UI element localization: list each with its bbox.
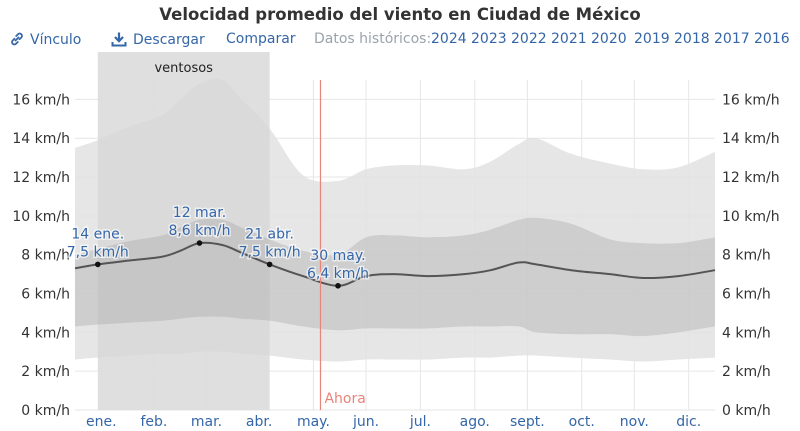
y-tick-label-right: 4 km/h xyxy=(722,325,771,341)
band-p25-p75 xyxy=(75,217,715,337)
annotation-value-label: 8,6 km/h xyxy=(168,223,230,239)
year-link-2017[interactable]: 2017 xyxy=(714,31,750,47)
compare-button[interactable]: Comparar xyxy=(226,31,296,47)
y-tick-label-left: 14 km/h xyxy=(12,131,70,147)
x-tick-label: jun. xyxy=(352,414,379,430)
windy-season-label: ventosos xyxy=(154,61,213,76)
x-tick-label: jul. xyxy=(409,414,431,430)
x-tick-label: feb. xyxy=(140,414,167,430)
toolbar: Vínculo Descargar Comparar Datos históri… xyxy=(0,31,800,53)
link-button[interactable]: Vínculo xyxy=(10,31,81,48)
y-tick-label-right: 14 km/h xyxy=(722,131,780,147)
annotation-date-label: 21 abr. xyxy=(245,226,294,242)
y-tick-label-left: 10 km/h xyxy=(12,209,70,225)
median-line xyxy=(74,241,716,287)
annotation-point xyxy=(94,261,101,268)
y-tick-label-right: 2 km/h xyxy=(722,364,771,380)
annotation-point xyxy=(335,282,341,289)
link-label: Vínculo xyxy=(30,32,82,48)
y-tick-label-left: 6 km/h xyxy=(21,287,70,303)
x-tick-label: ago. xyxy=(460,414,490,430)
y-tick-label-left: 8 km/h xyxy=(21,248,70,264)
year-link-2023[interactable]: 2023 xyxy=(471,31,507,47)
year-link-2018[interactable]: 2018 xyxy=(674,31,710,47)
year-link-2016[interactable]: 2016 xyxy=(754,31,790,47)
y-tick-label-right: 8 km/h xyxy=(722,248,771,264)
historical-label: Datos históricos: xyxy=(314,31,432,47)
download-label: Descargar xyxy=(133,32,205,48)
year-link-2019[interactable]: 2019 xyxy=(634,31,670,47)
x-tick-label: dic. xyxy=(676,414,701,430)
chart-title: Velocidad promedio del viento en Ciudad … xyxy=(159,5,641,24)
y-tick-label-right: 6 km/h xyxy=(722,287,771,303)
y-tick-label-right: 12 km/h xyxy=(722,170,780,186)
download-icon xyxy=(111,32,127,47)
year-link-2024[interactable]: 2024 xyxy=(431,31,467,47)
x-tick-label: abr. xyxy=(246,414,272,430)
band-p10-p25 xyxy=(75,316,715,362)
x-tick-label: oct. xyxy=(569,414,595,430)
x-tick-label: mar. xyxy=(191,414,222,430)
x-tick-label: nov. xyxy=(620,414,649,430)
y-tick-label-right: 16 km/h xyxy=(722,92,780,108)
year-link-2020[interactable]: 2020 xyxy=(591,31,627,47)
band-p75-p90 xyxy=(75,79,715,256)
y-tick-label-right: 0 km/h xyxy=(722,403,771,419)
download-button[interactable]: Descargar xyxy=(111,31,205,48)
annotation-date-label: 30 may. xyxy=(310,248,365,264)
annotation-date-label: 12 mar. xyxy=(173,205,226,221)
annotation-value-label: 6,4 km/h xyxy=(307,266,369,282)
annotation-value-label: 7,5 km/h xyxy=(239,244,301,260)
y-tick-label-left: 4 km/h xyxy=(21,325,70,341)
windy-season-overlay xyxy=(97,52,270,410)
year-link-2022[interactable]: 2022 xyxy=(511,31,547,47)
y-tick-label-left: 0 km/h xyxy=(21,403,70,419)
y-tick-label-right: 10 km/h xyxy=(722,209,780,225)
annotation-point xyxy=(196,240,203,246)
annotation-date-label: 14 ene. xyxy=(71,226,124,242)
now-label: Ahora xyxy=(324,391,365,407)
x-tick-label: ene. xyxy=(86,414,117,430)
y-tick-label-left: 2 km/h xyxy=(21,364,70,380)
year-link-2021[interactable]: 2021 xyxy=(551,31,587,47)
x-tick-label: may. xyxy=(297,414,330,430)
annotation-value-label: 7,5 km/h xyxy=(67,244,129,260)
y-tick-label-left: 12 km/h xyxy=(12,170,70,186)
y-tick-label-left: 16 km/h xyxy=(12,92,70,108)
link-icon xyxy=(11,32,23,46)
x-tick-label: sept. xyxy=(510,414,545,430)
annotation-point xyxy=(266,261,273,268)
